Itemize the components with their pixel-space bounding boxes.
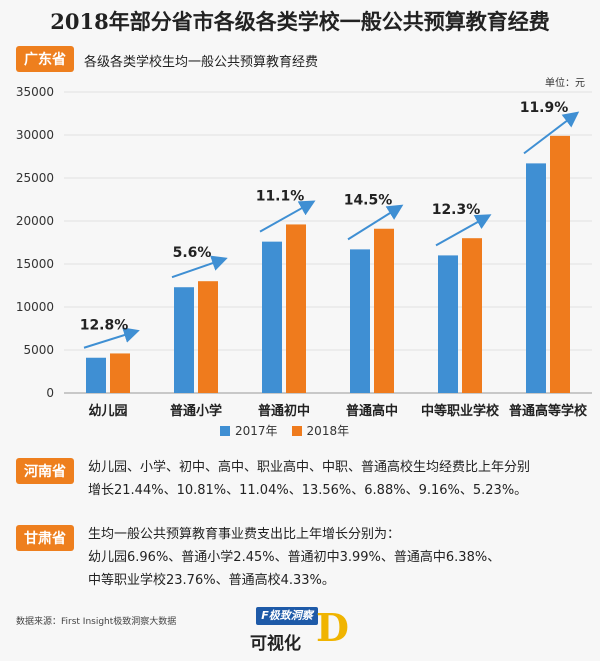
bar-2018 [550, 135, 570, 394]
growth-arrow [347, 204, 404, 241]
y-tick-label: 30000 [16, 128, 54, 142]
bar-2017 [350, 249, 370, 393]
bar-2017 [438, 255, 458, 393]
y-tick-label: 20000 [16, 214, 54, 228]
bar-2018 [374, 228, 394, 393]
growth-label: 12.8% [80, 317, 129, 333]
gansu-text: 生均一般公共预算教育事业费支出比上年增长分别为： 幼儿园6.96%、普通小学2.… [88, 523, 500, 592]
bar-2018 [110, 353, 130, 393]
gansu-line-1: 生均一般公共预算教育事业费支出比上年增长分别为： [88, 527, 401, 542]
brand-logo: F极致洞察 可视化 D [250, 605, 370, 654]
growth-arrow [435, 214, 492, 247]
bar-2018 [286, 224, 306, 393]
henan-line-2: 增长21.44%、10.81%、11.04%、13.56%、6.88%、9.16… [88, 483, 528, 498]
growth-label: 11.9% [520, 100, 569, 116]
henan-line-1: 幼儿园、小学、初中、高中、职业高中、中职、普通高校生均经费比上年分别 [88, 460, 531, 475]
growth-arrow [259, 200, 316, 233]
x-tick-label: 普通高中 [346, 403, 398, 419]
guangdong-tag: 广东省 [16, 46, 74, 72]
gansu-line-3: 中等职业学校23.76%、普通高校4.33%。 [88, 573, 335, 588]
y-tick-label: 25000 [16, 171, 54, 185]
bar-2018 [462, 238, 482, 393]
growth-arrow [83, 327, 140, 349]
henan-text: 幼儿园、小学、初中、高中、职业高中、中职、普通高校生均经费比上年分别 增长21.… [88, 456, 530, 502]
y-tick-label: 10000 [16, 300, 54, 314]
legend-swatch-2018 [291, 425, 302, 436]
growth-label: 14.5% [344, 193, 393, 209]
bar-2017 [174, 287, 194, 393]
x-tick-label: 中等职业学校 [421, 403, 500, 419]
gansu-line-2: 幼儿园6.96%、普通小学2.45%、普通初中3.99%、普通高中6.38%、 [88, 550, 501, 565]
legend-item-2017: 2017年 [220, 422, 278, 439]
y-tick-label: 5000 [23, 343, 54, 357]
chart-subtitle: 各级各类学校生均一般公共预算教育经费 [84, 55, 319, 70]
logo-bottom: 可视化 [250, 634, 301, 654]
legend-label-2017: 2017年 [235, 424, 278, 438]
data-source: 数据来源：First Insight极致洞察大数据 [16, 617, 177, 627]
henan-tag: 河南省 [16, 458, 74, 484]
growth-label: 12.3% [432, 202, 481, 218]
x-tick-label: 普通初中 [258, 403, 310, 419]
page-title: 2018年部分省市各级各类学校一般公共预算教育经费 [50, 9, 550, 34]
y-tick-label: 35000 [16, 85, 54, 99]
legend-label-2018: 2018年 [306, 424, 350, 438]
x-tick-label: 普通小学 [170, 403, 222, 419]
bar-2017 [86, 357, 106, 393]
y-tick-label: 15000 [16, 257, 54, 271]
x-tick-label: 幼儿园 [88, 403, 127, 419]
legend-swatch-2017 [220, 425, 230, 436]
growth-label: 11.1% [256, 188, 305, 204]
logo-top: F极致洞察 [256, 607, 318, 625]
bar-2017 [262, 241, 282, 393]
growth-arrow [171, 255, 228, 279]
bar-2018 [198, 281, 218, 393]
legend-item-2018: 2018年 [291, 422, 350, 439]
gansu-tag: 甘肃省 [16, 525, 74, 551]
growth-arrow [523, 111, 580, 155]
unit-label: 单位：元 [545, 78, 585, 89]
logo-letter: D [316, 605, 349, 650]
chart-legend: 2017年 2018年 [220, 422, 349, 439]
growth-label: 5.6% [173, 245, 212, 261]
bar-chart: 0 5000 10000 15000 20000 25000 30000 35000 幼儿园 12… [16, 85, 592, 419]
y-tick-label: 0 [46, 386, 54, 400]
bar-2017 [526, 163, 546, 393]
x-tick-label: 普通高等学校 [509, 403, 588, 419]
